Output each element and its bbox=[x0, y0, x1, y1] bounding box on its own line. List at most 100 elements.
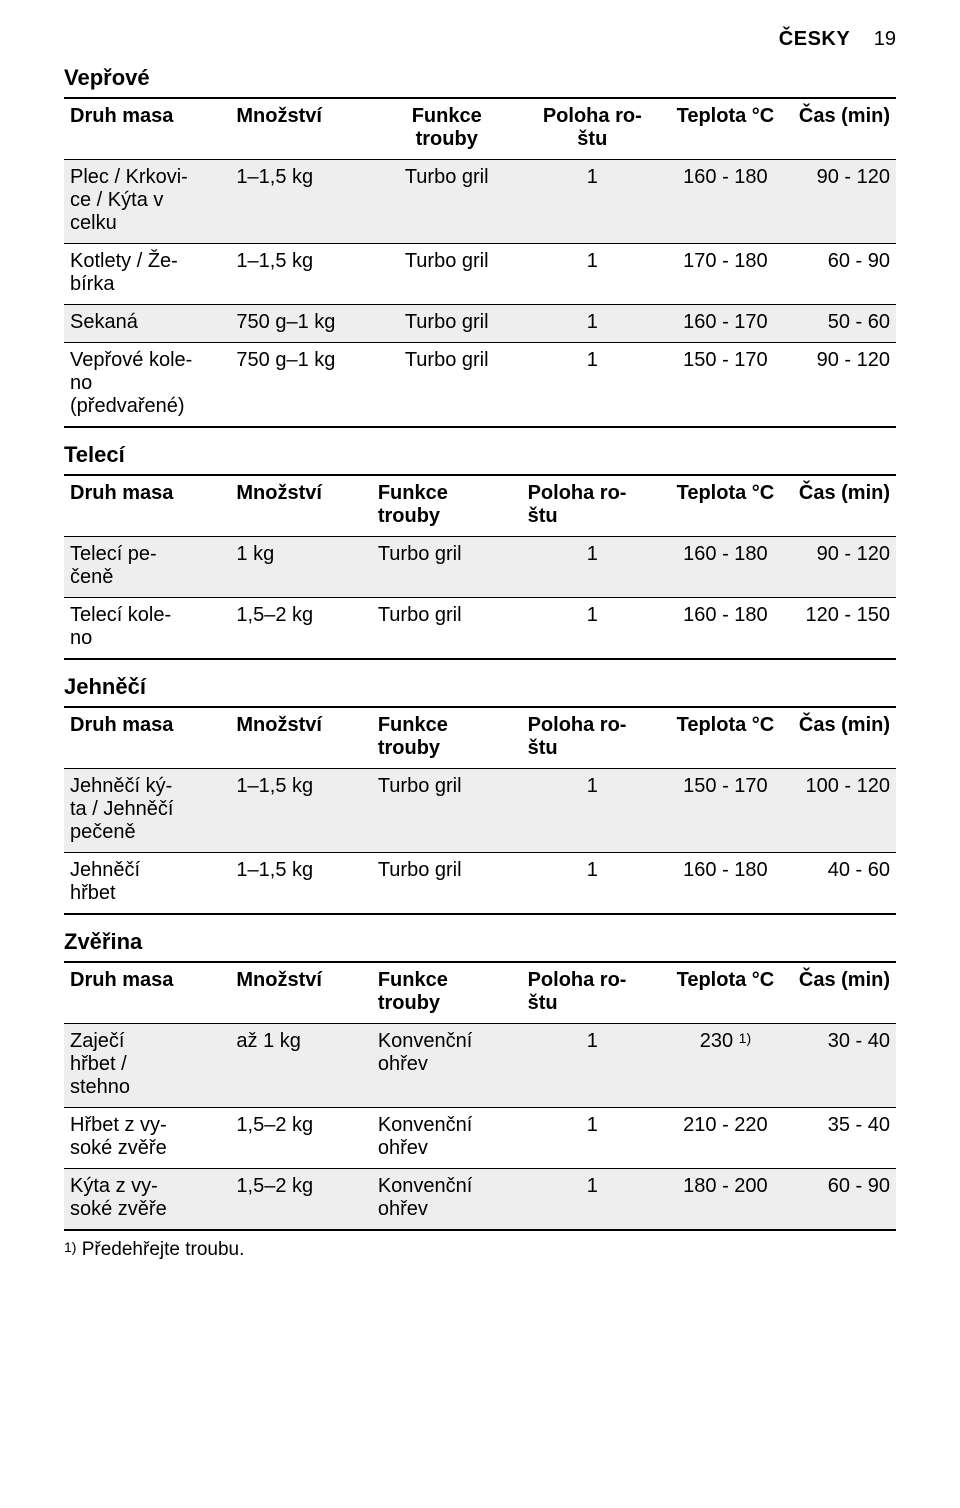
table-header-row: Druh masa Množství Funkce trouby Poloha … bbox=[64, 98, 896, 160]
cell-qty: 1–1,5 kg bbox=[230, 769, 371, 853]
cell-temp: 160 - 180 bbox=[663, 537, 788, 598]
cell-name: Kotlety / Že- bírka bbox=[64, 244, 230, 305]
col-mnozstvi: Množství bbox=[230, 962, 371, 1024]
cell-pos: 1 bbox=[522, 853, 663, 915]
cell-time: 100 - 120 bbox=[788, 769, 896, 853]
col-teplota: Teplota °C bbox=[663, 475, 788, 537]
col-druh-masa: Druh masa bbox=[64, 962, 230, 1024]
cell-time: 50 - 60 bbox=[788, 305, 896, 343]
table-row: Sekaná 750 g–1 kg Turbo gril 1 160 - 170… bbox=[64, 305, 896, 343]
section-title-veprove: Vepřové bbox=[64, 65, 896, 91]
table-teleci: Druh masa Množství Funkce trouby Poloha … bbox=[64, 474, 896, 660]
col-mnozstvi: Množství bbox=[230, 707, 371, 769]
cell-temp: 160 - 180 bbox=[663, 160, 788, 244]
cell-temp: 230 1) bbox=[663, 1024, 788, 1108]
cell-qty: 1–1,5 kg bbox=[230, 244, 371, 305]
cell-qty: 1–1,5 kg bbox=[230, 160, 371, 244]
cell-fn: Konvenční ohřev bbox=[372, 1169, 522, 1231]
cell-fn: Turbo gril bbox=[372, 853, 522, 915]
cell-fn: Turbo gril bbox=[372, 598, 522, 660]
cell-name: Kýta z vy- soké zvěře bbox=[64, 1169, 230, 1231]
cell-qty: až 1 kg bbox=[230, 1024, 371, 1108]
table-row: Kotlety / Že- bírka 1–1,5 kg Turbo gril … bbox=[64, 244, 896, 305]
col-teplota: Teplota °C bbox=[663, 962, 788, 1024]
col-funkce: Funkce trouby bbox=[372, 962, 522, 1024]
cell-temp: 160 - 180 bbox=[663, 853, 788, 915]
col-druh-masa: Druh masa bbox=[64, 98, 230, 160]
cell-name: Zaječí hřbet / stehno bbox=[64, 1024, 230, 1108]
section-title-zverina: Zvěřina bbox=[64, 929, 896, 955]
col-teplota: Teplota °C bbox=[663, 707, 788, 769]
cell-pos: 1 bbox=[522, 343, 663, 428]
cell-time: 40 - 60 bbox=[788, 853, 896, 915]
cell-time: 120 - 150 bbox=[788, 598, 896, 660]
col-druh-masa: Druh masa bbox=[64, 475, 230, 537]
footnote-text: Předehřejte troubu. bbox=[76, 1239, 244, 1260]
col-cas: Čas (min) bbox=[788, 475, 896, 537]
cell-time: 90 - 120 bbox=[788, 537, 896, 598]
col-funkce: Funkce trouby bbox=[372, 475, 522, 537]
page-header: ČESKY 19 bbox=[64, 28, 896, 51]
cell-qty: 1 kg bbox=[230, 537, 371, 598]
cell-time: 30 - 40 bbox=[788, 1024, 896, 1108]
col-poloha: Poloha ro- štu bbox=[522, 98, 663, 160]
cell-pos: 1 bbox=[522, 305, 663, 343]
cell-qty: 1,5–2 kg bbox=[230, 1169, 371, 1231]
col-cas: Čas (min) bbox=[788, 707, 896, 769]
cell-pos: 1 bbox=[522, 598, 663, 660]
col-funkce: Funkce trouby bbox=[372, 707, 522, 769]
cell-fn: Turbo gril bbox=[372, 769, 522, 853]
col-mnozstvi: Množství bbox=[230, 475, 371, 537]
cell-pos: 1 bbox=[522, 537, 663, 598]
cell-qty: 1,5–2 kg bbox=[230, 598, 371, 660]
cell-name: Hřbet z vy- soké zvěře bbox=[64, 1108, 230, 1169]
cell-qty: 1–1,5 kg bbox=[230, 853, 371, 915]
cell-time: 90 - 120 bbox=[788, 343, 896, 428]
section-title-teleci: Telecí bbox=[64, 442, 896, 468]
cell-fn: Konvenční ohřev bbox=[372, 1108, 522, 1169]
cell-temp: 180 - 200 bbox=[663, 1169, 788, 1231]
col-poloha: Poloha ro- štu bbox=[522, 707, 663, 769]
table-header-row: Druh masa Množství Funkce trouby Poloha … bbox=[64, 475, 896, 537]
cell-time: 35 - 40 bbox=[788, 1108, 896, 1169]
cell-qty: 750 g–1 kg bbox=[230, 305, 371, 343]
cell-name: Jehněčí hřbet bbox=[64, 853, 230, 915]
cell-fn: Turbo gril bbox=[372, 160, 522, 244]
cell-temp: 170 - 180 bbox=[663, 244, 788, 305]
col-poloha: Poloha ro- štu bbox=[522, 962, 663, 1024]
cell-fn: Konvenční ohřev bbox=[372, 1024, 522, 1108]
table-row: Jehněčí ký- ta / Jehněčí pečeně 1–1,5 kg… bbox=[64, 769, 896, 853]
table-zverina: Druh masa Množství Funkce trouby Poloha … bbox=[64, 961, 896, 1231]
cell-fn: Turbo gril bbox=[372, 537, 522, 598]
cell-qty: 750 g–1 kg bbox=[230, 343, 371, 428]
cell-pos: 1 bbox=[522, 1169, 663, 1231]
cell-temp: 210 - 220 bbox=[663, 1108, 788, 1169]
cell-name: Plec / Krkovi- ce / Kýta v celku bbox=[64, 160, 230, 244]
col-cas: Čas (min) bbox=[788, 98, 896, 160]
table-row: Plec / Krkovi- ce / Kýta v celku 1–1,5 k… bbox=[64, 160, 896, 244]
table-row: Hřbet z vy- soké zvěře 1,5–2 kg Konvenčn… bbox=[64, 1108, 896, 1169]
cell-fn: Turbo gril bbox=[372, 305, 522, 343]
cell-pos: 1 bbox=[522, 160, 663, 244]
cell-name: Telecí pe- čeně bbox=[64, 537, 230, 598]
cell-pos: 1 bbox=[522, 1108, 663, 1169]
cell-temp: 160 - 170 bbox=[663, 305, 788, 343]
cell-pos: 1 bbox=[522, 769, 663, 853]
cell-name: Vepřové kole- no (předvařené) bbox=[64, 343, 230, 428]
table-header-row: Druh masa Množství Funkce trouby Poloha … bbox=[64, 962, 896, 1024]
cell-fn: Turbo gril bbox=[372, 343, 522, 428]
table-row: Telecí kole- no 1,5–2 kg Turbo gril 1 16… bbox=[64, 598, 896, 660]
cell-temp: 150 - 170 bbox=[663, 343, 788, 428]
table-row: Vepřové kole- no (předvařené) 750 g–1 kg… bbox=[64, 343, 896, 428]
cell-temp: 150 - 170 bbox=[663, 769, 788, 853]
table-veprove: Druh masa Množství Funkce trouby Poloha … bbox=[64, 97, 896, 428]
col-teplota: Teplota °C bbox=[663, 98, 788, 160]
section-title-jehneci: Jehněčí bbox=[64, 674, 896, 700]
cell-name: Jehněčí ký- ta / Jehněčí pečeně bbox=[64, 769, 230, 853]
table-row: Telecí pe- čeně 1 kg Turbo gril 1 160 - … bbox=[64, 537, 896, 598]
col-mnozstvi: Množství bbox=[230, 98, 371, 160]
col-druh-masa: Druh masa bbox=[64, 707, 230, 769]
col-cas: Čas (min) bbox=[788, 962, 896, 1024]
cell-name: Telecí kole- no bbox=[64, 598, 230, 660]
table-row: Kýta z vy- soké zvěře 1,5–2 kg Konvenční… bbox=[64, 1169, 896, 1231]
